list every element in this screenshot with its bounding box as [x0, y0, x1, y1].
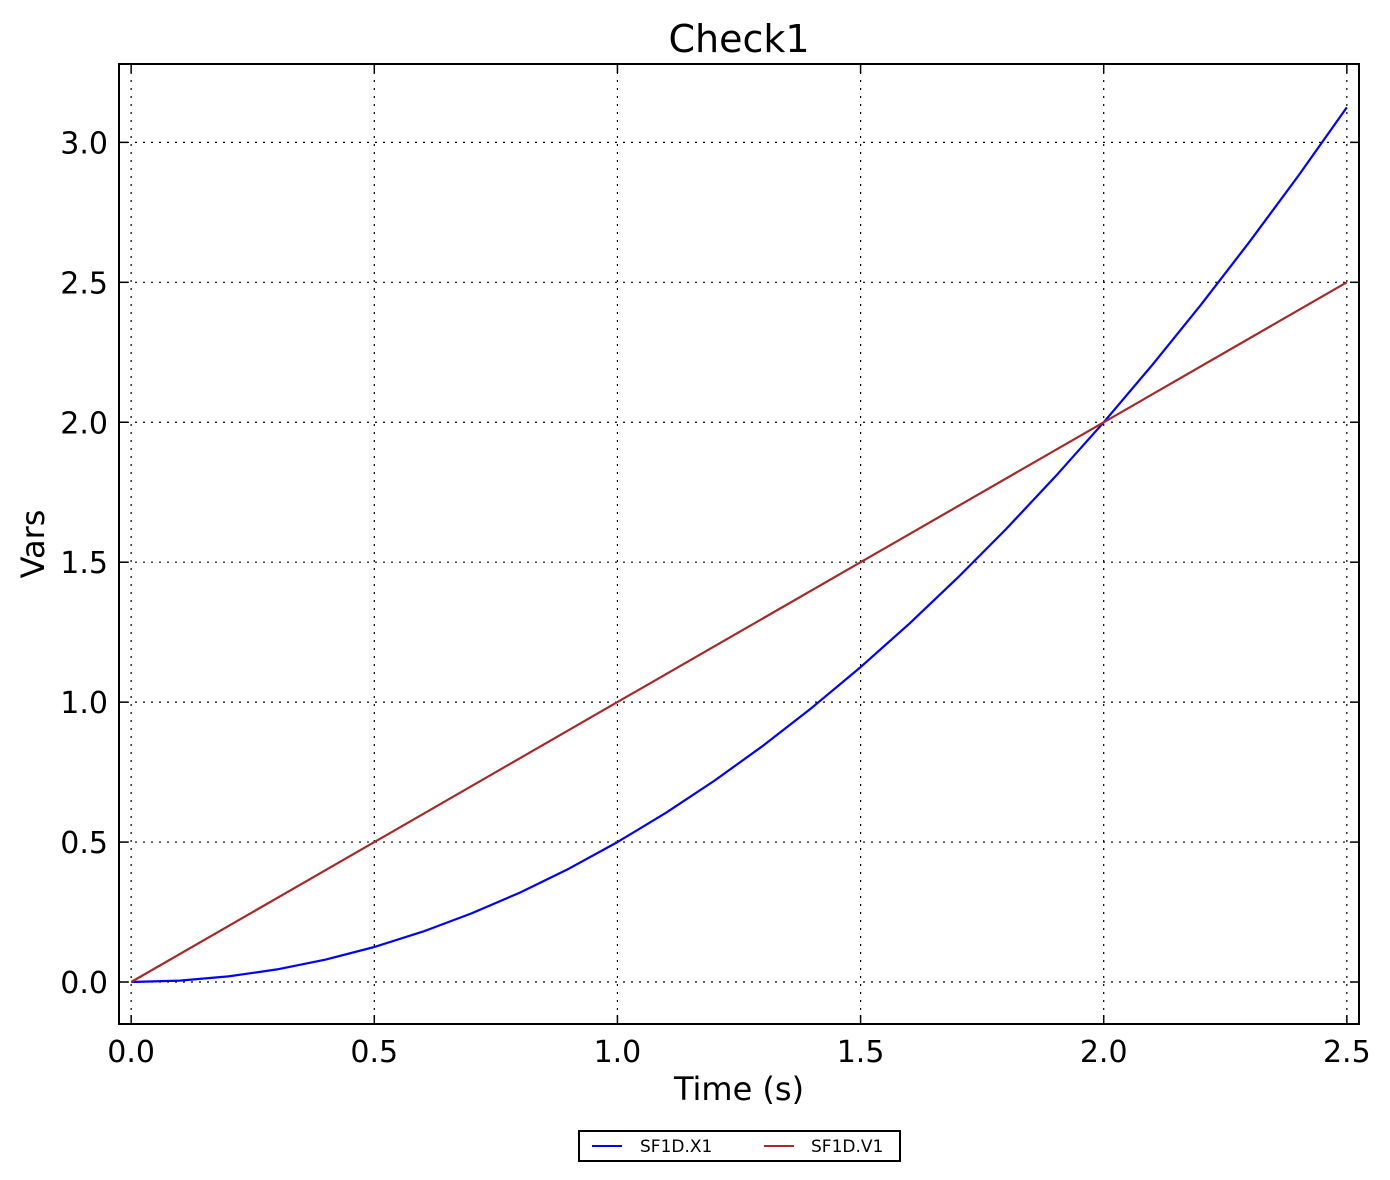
y-tick-label: 2.0	[60, 406, 108, 441]
y-tick-label: 1.0	[60, 686, 108, 721]
x-tick-label: 0.0	[107, 1035, 155, 1070]
y-tick-label: 0.0	[60, 966, 108, 1001]
x-tick-label: 1.0	[594, 1035, 642, 1070]
legend-label-sf1d-v1: SF1D.V1	[811, 1137, 883, 1157]
series-lines	[130, 106, 1348, 984]
y-tick-label: 3.0	[60, 126, 108, 161]
y-tick-label: 2.5	[60, 266, 108, 301]
legend: SF1D.X1 SF1D.V1	[578, 1130, 901, 1162]
chart-title: Check1	[668, 17, 809, 61]
x-tick-label: 1.5	[837, 1035, 885, 1070]
axis-ticks: 0.0 0.5 1.0 1.5 2.0 2.5 0.0 0.5 1.0 1.5 2.0 2.5 3.0	[60, 64, 1371, 1070]
series-line-sf1d-x1	[131, 106, 1348, 984]
x-axis-label: Time (s)	[673, 1070, 804, 1108]
x-tick-label: 2.5	[1323, 1035, 1371, 1070]
y-tick-label: 1.5	[60, 546, 108, 581]
x-tick-label: 0.5	[350, 1035, 398, 1070]
legend-label-sf1d-x1: SF1D.X1	[640, 1137, 712, 1157]
y-axis-label: Vars	[14, 510, 52, 579]
legend-frame	[578, 1130, 901, 1162]
plot-frame	[118, 63, 1360, 1025]
series-line-sf1d-v1	[130, 281, 1348, 983]
y-tick-label: 0.5	[60, 826, 108, 861]
x-tick-label: 2.0	[1080, 1035, 1128, 1070]
grid-lines	[119, 64, 1359, 1024]
